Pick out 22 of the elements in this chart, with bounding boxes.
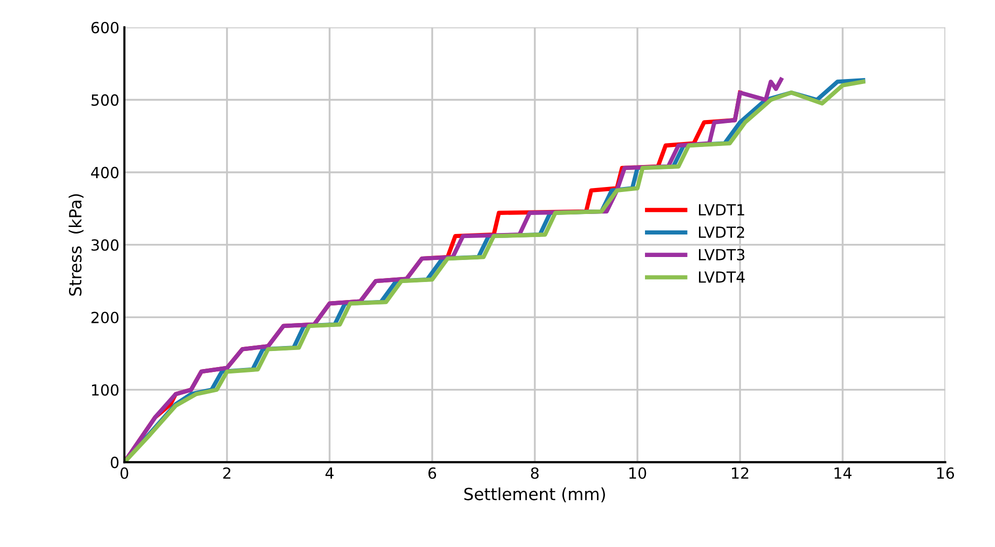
x-tick-label: 4 — [325, 468, 334, 479]
y-tick-label: 100 — [92, 384, 118, 396]
y-tick-label: 600 — [91, 22, 118, 34]
x-tick-label: 10 — [629, 467, 646, 479]
x-axis-title: Settlement (mm) — [464, 487, 605, 502]
y-tick-label: 300 — [92, 239, 118, 251]
legend-label: LVDT4 — [698, 271, 745, 283]
y-tick-label: 500 — [92, 94, 118, 106]
y-tick-label: 400 — [91, 166, 118, 178]
x-tick-label: 8 — [530, 467, 539, 479]
x-tick-label: 16 — [937, 467, 954, 479]
legend-label: LVDT3 — [698, 248, 744, 260]
x-tick-label: 0 — [120, 467, 128, 479]
y-tick-label: 0 — [110, 456, 118, 468]
legend-label: LVDT1 — [698, 204, 744, 216]
x-tick-label: 2 — [223, 467, 230, 479]
legend-label: LVDT2 — [698, 226, 744, 238]
x-tick-label: 6 — [428, 467, 436, 479]
x-tick-label: 12 — [732, 467, 748, 479]
y-tick-label: 200 — [91, 312, 118, 324]
x-tick-label: 14 — [834, 468, 852, 479]
y-axis-title: Stress (kPa) — [68, 194, 84, 296]
